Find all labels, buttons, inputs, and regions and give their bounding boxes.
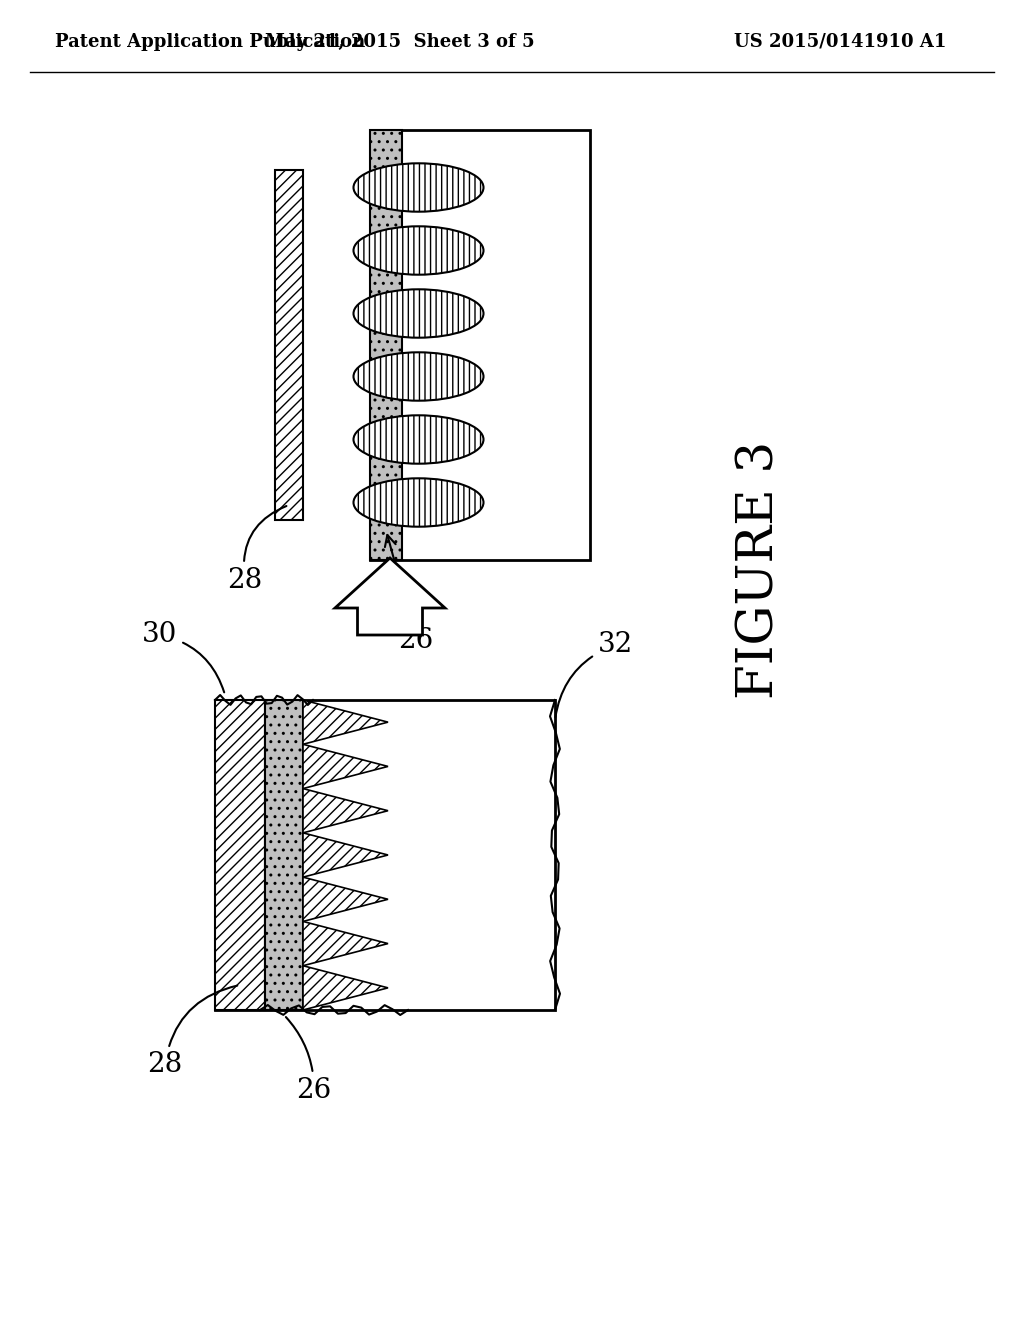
- Polygon shape: [303, 878, 388, 921]
- Polygon shape: [303, 744, 388, 788]
- Polygon shape: [335, 558, 445, 635]
- Ellipse shape: [353, 226, 483, 275]
- Bar: [275, 170, 303, 520]
- Text: 26: 26: [385, 535, 433, 653]
- Text: US 2015/0141910 A1: US 2015/0141910 A1: [734, 33, 946, 51]
- Text: 28: 28: [147, 986, 238, 1078]
- Text: May 21, 2015  Sheet 3 of 5: May 21, 2015 Sheet 3 of 5: [265, 33, 535, 51]
- Text: 32: 32: [555, 631, 633, 717]
- Bar: [265, 700, 303, 1010]
- Text: FIGURE 3: FIGURE 3: [735, 441, 784, 700]
- Ellipse shape: [353, 352, 483, 401]
- Ellipse shape: [353, 164, 483, 211]
- Ellipse shape: [353, 416, 483, 463]
- Polygon shape: [303, 833, 388, 878]
- Bar: [215, 700, 555, 1010]
- Polygon shape: [303, 788, 388, 833]
- Text: Patent Application Publication: Patent Application Publication: [55, 33, 366, 51]
- Polygon shape: [303, 921, 388, 966]
- Polygon shape: [303, 966, 388, 1010]
- Bar: [370, 129, 402, 560]
- Text: 28: 28: [227, 506, 287, 594]
- Bar: [370, 129, 590, 560]
- Ellipse shape: [353, 289, 483, 338]
- Polygon shape: [303, 700, 388, 744]
- Text: 30: 30: [142, 622, 224, 693]
- Bar: [215, 700, 265, 1010]
- Text: 26: 26: [286, 1016, 332, 1104]
- Ellipse shape: [353, 478, 483, 527]
